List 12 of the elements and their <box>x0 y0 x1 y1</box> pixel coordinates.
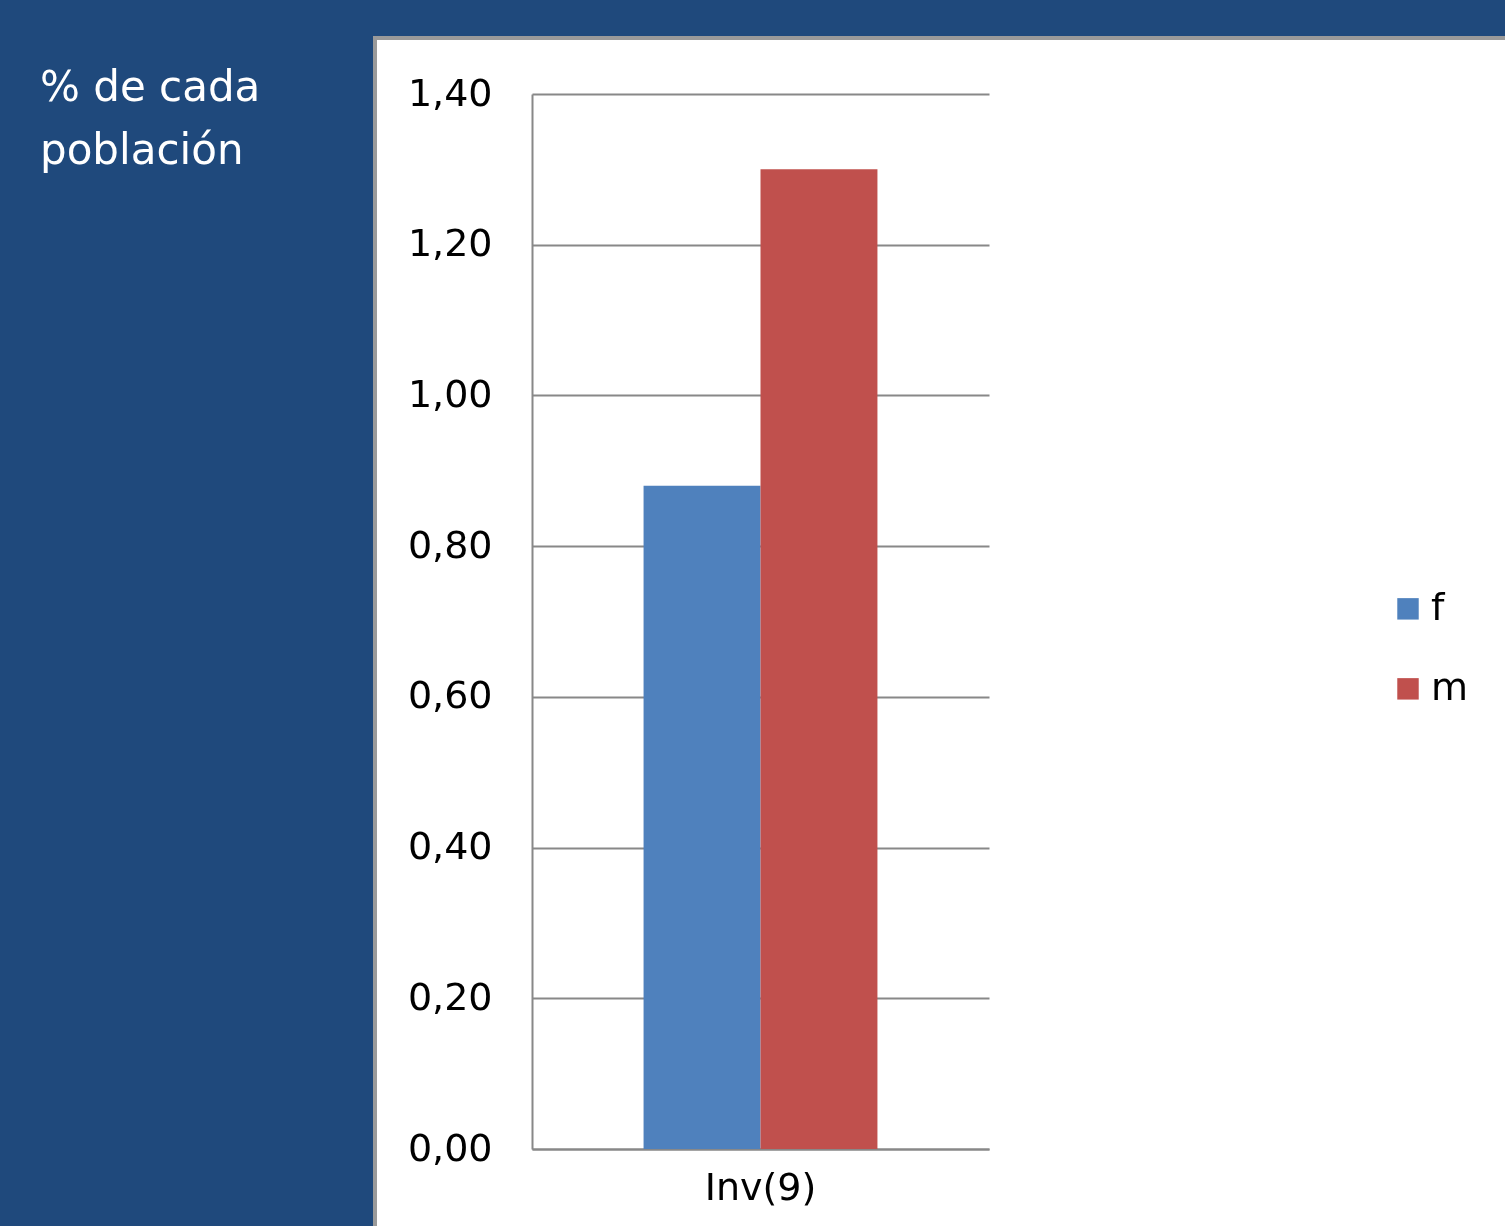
x-tick-label: Inv(9) <box>704 1164 817 1209</box>
y-tick-label: 0,40 <box>407 824 493 869</box>
y-tick-label: 1,40 <box>407 70 493 115</box>
y-tick-label: 0,00 <box>407 1125 493 1170</box>
y-axis-title: % de cada población <box>40 61 262 176</box>
y-tick-label: 0,20 <box>407 974 493 1019</box>
y-tick-label: 1,20 <box>407 221 493 266</box>
y-tick-label: 1,00 <box>407 371 493 416</box>
legend-label: m <box>1431 664 1469 709</box>
y-tick-label: 0,80 <box>407 522 493 567</box>
legend-label: f <box>1431 584 1446 629</box>
y-tick-label: 0,60 <box>407 673 493 718</box>
